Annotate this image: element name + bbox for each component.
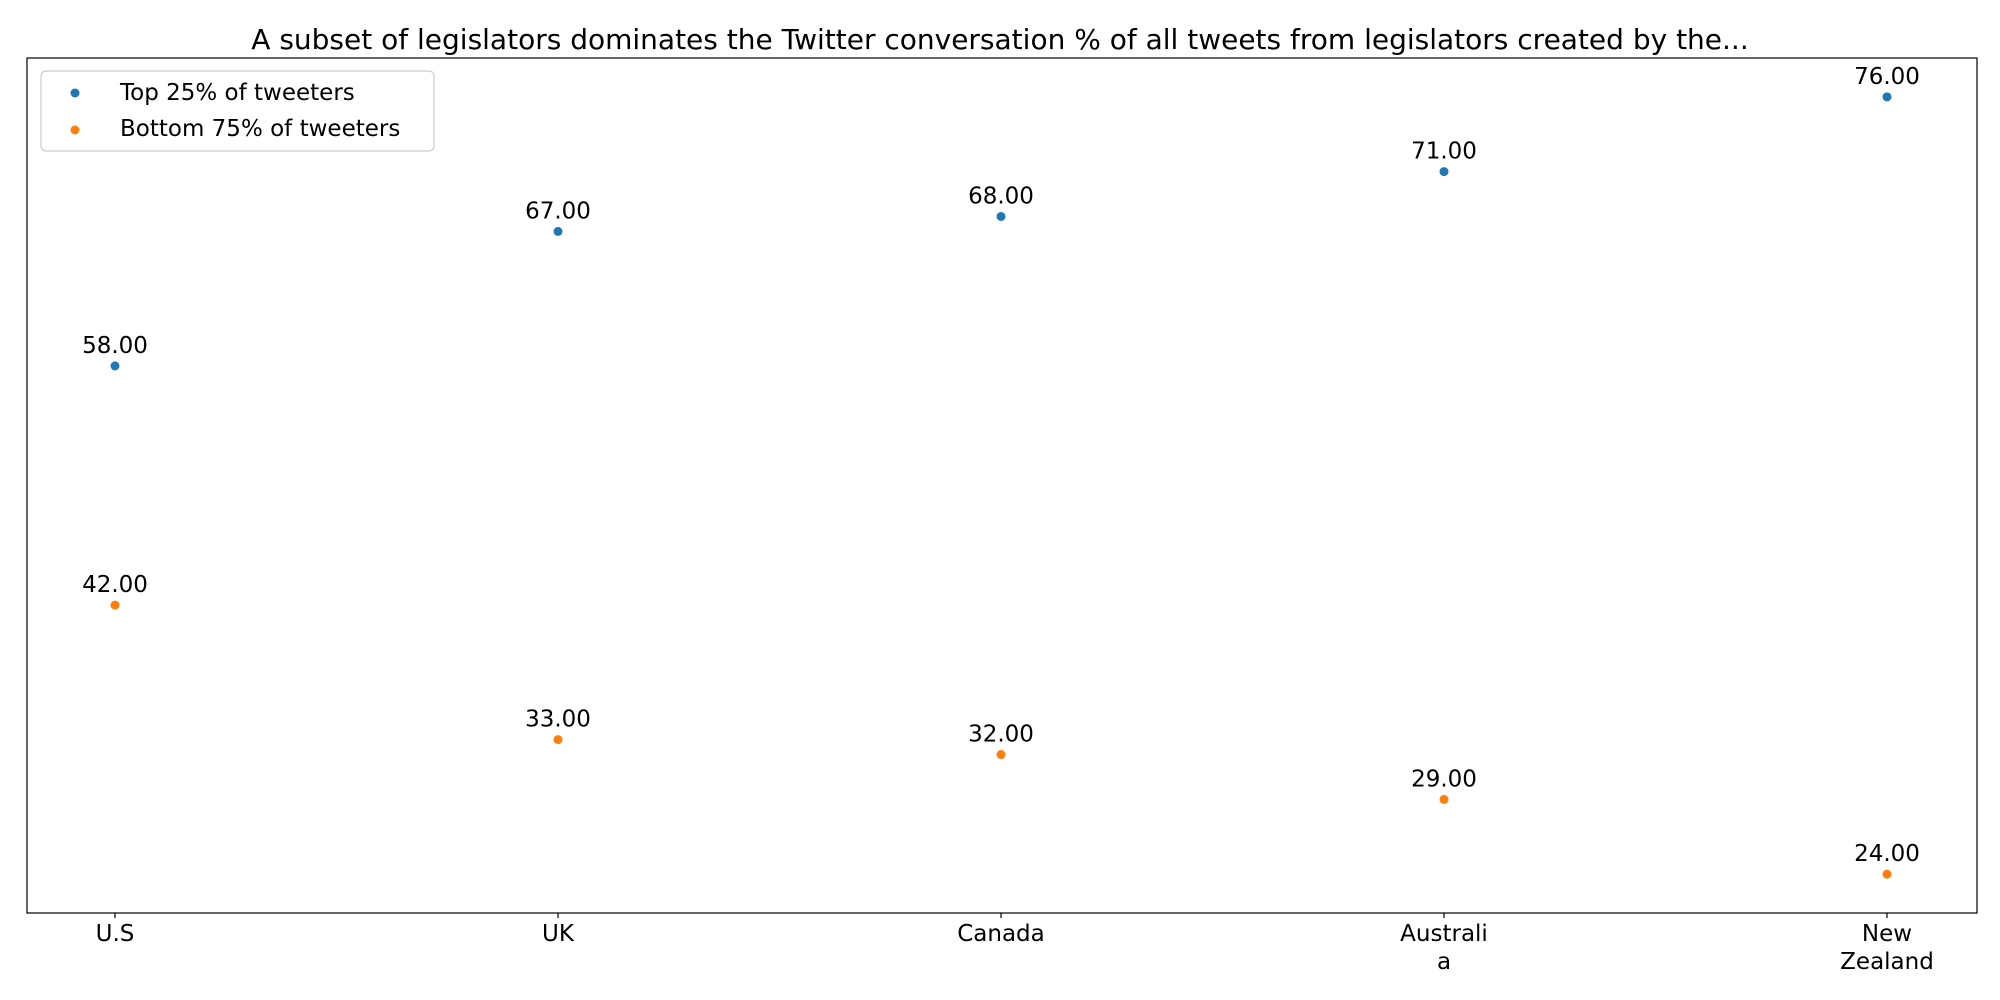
data-label: 68.00 [968, 183, 1034, 209]
x-tick-label: Canada [957, 921, 1045, 947]
data-label: 71.00 [1411, 139, 1477, 165]
data-label: 29.00 [1411, 766, 1477, 792]
x-tick-label: Australi a [1400, 921, 1488, 975]
legend-marker-bottom-75 [70, 125, 80, 135]
data-point [1882, 869, 1892, 879]
data-point [1439, 794, 1449, 804]
data-point [1882, 92, 1892, 102]
data-point [996, 750, 1006, 760]
x-tick-label: UK [542, 921, 575, 947]
data-label: 42.00 [82, 572, 148, 598]
data-label: 32.00 [968, 722, 1034, 748]
data-label: 33.00 [525, 707, 591, 733]
legend: Top 25% of tweeters Bottom 75% of tweete… [40, 70, 435, 152]
data-point [553, 226, 563, 236]
plot-area-frame [26, 57, 1978, 914]
data-label: 76.00 [1854, 64, 1920, 90]
legend-box [40, 70, 435, 152]
data-point [110, 361, 120, 371]
legend-label-top-25: Top 25% of tweeters [119, 80, 355, 106]
data-label: 67.00 [525, 198, 591, 224]
legend-label-bottom-75: Bottom 75% of tweeters [120, 116, 400, 142]
data-point [1439, 167, 1449, 177]
data-point [553, 735, 563, 745]
data-marks: 58.00 67.00 68.00 71.00 76.00 42.00 33.00 32.00… [82, 64, 1920, 879]
series-1: 42.00 33.00 32.00 29.00 24.00 [82, 572, 1920, 879]
data-point [996, 211, 1006, 221]
chart-title: A subset of legislators dominates the Tw… [251, 23, 1748, 56]
series-0: 58.00 67.00 68.00 71.00 76.00 [82, 64, 1920, 371]
x-axis-ticks: U.S UK Canada Australi a New Zealand [96, 913, 1934, 975]
legend-marker-top-25 [70, 88, 80, 98]
data-point [110, 600, 120, 610]
data-label: 58.00 [82, 333, 148, 359]
data-label: 24.00 [1854, 841, 1920, 867]
x-tick-label: U.S [96, 921, 135, 947]
x-tick-label: New Zealand [1840, 921, 1934, 975]
